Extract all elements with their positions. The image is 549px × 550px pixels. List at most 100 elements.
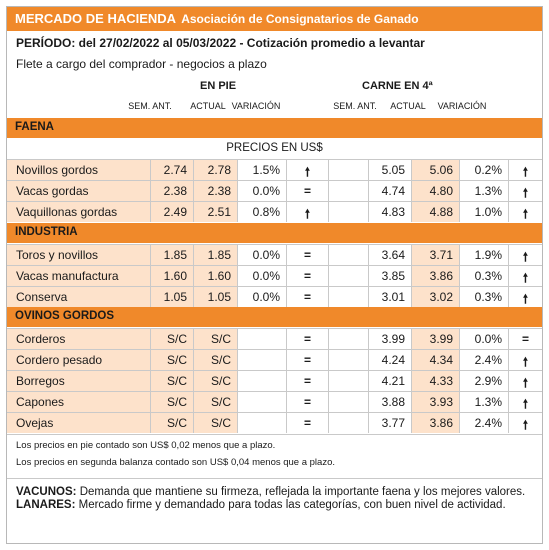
vacunos-label: VACUNOS: <box>16 486 77 498</box>
pie-sem-ant-cell: 2.74 <box>150 160 193 180</box>
carne-actual-cell: 3.86 <box>411 413 459 433</box>
report-frame <box>6 6 543 544</box>
carne-actual-cell: 4.80 <box>411 181 459 201</box>
carne-actual-cell: 3.99 <box>411 329 459 349</box>
carne-variacion-cell: 2.9% <box>459 371 508 391</box>
pie-actual-cell: S/C <box>193 371 237 391</box>
carne-sem-ant-cell: 3.77 <box>368 413 411 433</box>
col-header-pie-sem-ant: SEM. ANT. <box>128 101 172 111</box>
col-header-pie-variacion: VARIACIÓN <box>231 101 281 111</box>
carne-actual-cell: 4.33 <box>411 371 459 391</box>
equal-icon: = <box>286 350 328 370</box>
pie-actual-cell: 1.05 <box>193 287 237 307</box>
table-row: Toros y novillos 1.85 1.85 0.0% = 3.64 3.71 1.9… <box>7 244 542 265</box>
equal-icon: = <box>286 181 328 201</box>
table-row: Borregos S/C S/C = 4.21 4.33 2.9% 🠕 <box>7 370 542 391</box>
pie-variacion-cell <box>237 371 286 391</box>
col-header-carne-variacion: VARIACIÓN <box>437 101 487 111</box>
lanares-text: Mercado firme y demandado para todas las… <box>78 499 506 511</box>
empty-cell <box>328 350 368 370</box>
table-row: Capones S/C S/C = 3.88 3.93 1.3% 🠕 <box>7 391 542 412</box>
table-row: Corderos S/C S/C = 3.99 3.99 0.0% = <box>7 328 542 349</box>
carne-sem-ant-cell: 3.64 <box>368 245 411 265</box>
carne-variacion-cell: 2.4% <box>459 413 508 433</box>
carne-sem-ant-cell: 4.21 <box>368 371 411 391</box>
pie-variacion-cell <box>237 329 286 349</box>
up-arrow-icon: 🠕 <box>508 245 542 265</box>
prices-label: PRECIOS EN US$ <box>226 142 323 154</box>
row-label: Capones <box>7 392 150 412</box>
pie-actual-cell: S/C <box>193 329 237 349</box>
carne-sem-ant-cell: 4.74 <box>368 181 411 201</box>
empty-cell <box>328 329 368 349</box>
pie-sem-ant-cell: S/C <box>150 371 193 391</box>
carne-actual-cell: 4.34 <box>411 350 459 370</box>
empty-cell <box>328 202 368 222</box>
carne-sem-ant-cell: 3.85 <box>368 266 411 286</box>
carne-variacion-cell: 0.0% <box>459 329 508 349</box>
equal-icon: = <box>286 266 328 286</box>
row-label: Borregos <box>7 371 150 391</box>
carne-sem-ant-cell: 5.05 <box>368 160 411 180</box>
up-arrow-icon: 🠕 <box>286 160 328 180</box>
pie-sem-ant-cell: 1.05 <box>150 287 193 307</box>
period-line: PERÍODO: del 27/02/2022 al 05/03/2022 - … <box>16 36 425 50</box>
row-label: Vaquillonas gordas <box>7 202 150 222</box>
note-line: Los precios en pie contado son US$ 0,02 … <box>16 440 276 451</box>
equal-icon: = <box>286 287 328 307</box>
lanares-label: LANARES: <box>16 499 76 511</box>
table-row: Vaquillonas gordas 2.49 2.51 0.8% 🠕 4.83 4.88 1… <box>7 201 542 222</box>
row-label: Novillos gordos <box>7 160 150 180</box>
up-arrow-icon: 🠕 <box>508 160 542 180</box>
table-row: Vacas manufactura 1.60 1.60 0.0% = 3.85 3.86 0.… <box>7 265 542 286</box>
up-arrow-icon: 🠕 <box>508 181 542 201</box>
pie-sem-ant-cell: S/C <box>150 350 193 370</box>
empty-cell <box>328 287 368 307</box>
empty-cell <box>328 181 368 201</box>
row-label: Vacas manufactura <box>7 266 150 286</box>
pie-sem-ant-cell: 2.38 <box>150 181 193 201</box>
report-title: MERCADO DE HACIENDA <box>15 11 176 26</box>
pie-actual-cell: S/C <box>193 350 237 370</box>
pie-variacion-cell: 0.0% <box>237 266 286 286</box>
comment-divider <box>7 478 542 479</box>
row-label: Toros y novillos <box>7 245 150 265</box>
vacunos-text: Demanda que mantiene su firmeza, refleja… <box>79 486 526 498</box>
pie-variacion-cell: 0.0% <box>237 181 286 201</box>
equal-icon: = <box>286 413 328 433</box>
carne-actual-cell: 3.02 <box>411 287 459 307</box>
carne-sem-ant-cell: 3.99 <box>368 329 411 349</box>
market-comment: VACUNOS: Demanda que mantiene su firmeza… <box>16 486 531 512</box>
carne-header: CARNE EN 4ª <box>362 80 433 92</box>
pie-sem-ant-cell: S/C <box>150 413 193 433</box>
note-line: Los precios en segunda balanza contado s… <box>16 457 336 468</box>
carne-variacion-cell: 1.0% <box>459 202 508 222</box>
carne-sem-ant-cell: 4.24 <box>368 350 411 370</box>
empty-cell <box>328 371 368 391</box>
row-label: Corderos <box>7 329 150 349</box>
pie-variacion-cell: 0.8% <box>237 202 286 222</box>
empty-cell <box>328 245 368 265</box>
pie-variacion-cell: 0.0% <box>237 245 286 265</box>
carne-variacion-cell: 1.3% <box>459 181 508 201</box>
pie-variacion-cell: 1.5% <box>237 160 286 180</box>
section-header: INDUSTRIA <box>7 223 542 243</box>
row-label: Vacas gordas <box>7 181 150 201</box>
title-bar: MERCADO DE HACIENDA Asociación de Consig… <box>7 7 542 31</box>
up-arrow-icon: 🠕 <box>286 202 328 222</box>
empty-cell <box>328 266 368 286</box>
empty-cell <box>328 413 368 433</box>
table-row: Ovejas S/C S/C = 3.77 3.86 2.4% 🠕 <box>7 412 542 433</box>
table-row: Novillos gordos 2.74 2.78 1.5% 🠕 5.05 5.06 0.2%… <box>7 159 542 180</box>
carne-sem-ant-cell: 3.88 <box>368 392 411 412</box>
row-label: Cordero pesado <box>7 350 150 370</box>
pie-actual-cell: 2.38 <box>193 181 237 201</box>
pie-variacion-cell: 0.0% <box>237 287 286 307</box>
up-arrow-icon: 🠕 <box>508 350 542 370</box>
pie-actual-cell: 2.78 <box>193 160 237 180</box>
pie-sem-ant-cell: 2.49 <box>150 202 193 222</box>
pie-sem-ant-cell: 1.60 <box>150 266 193 286</box>
pie-actual-cell: S/C <box>193 392 237 412</box>
col-header-carne-sem-ant: SEM. ANT. <box>333 101 377 111</box>
carne-actual-cell: 5.06 <box>411 160 459 180</box>
